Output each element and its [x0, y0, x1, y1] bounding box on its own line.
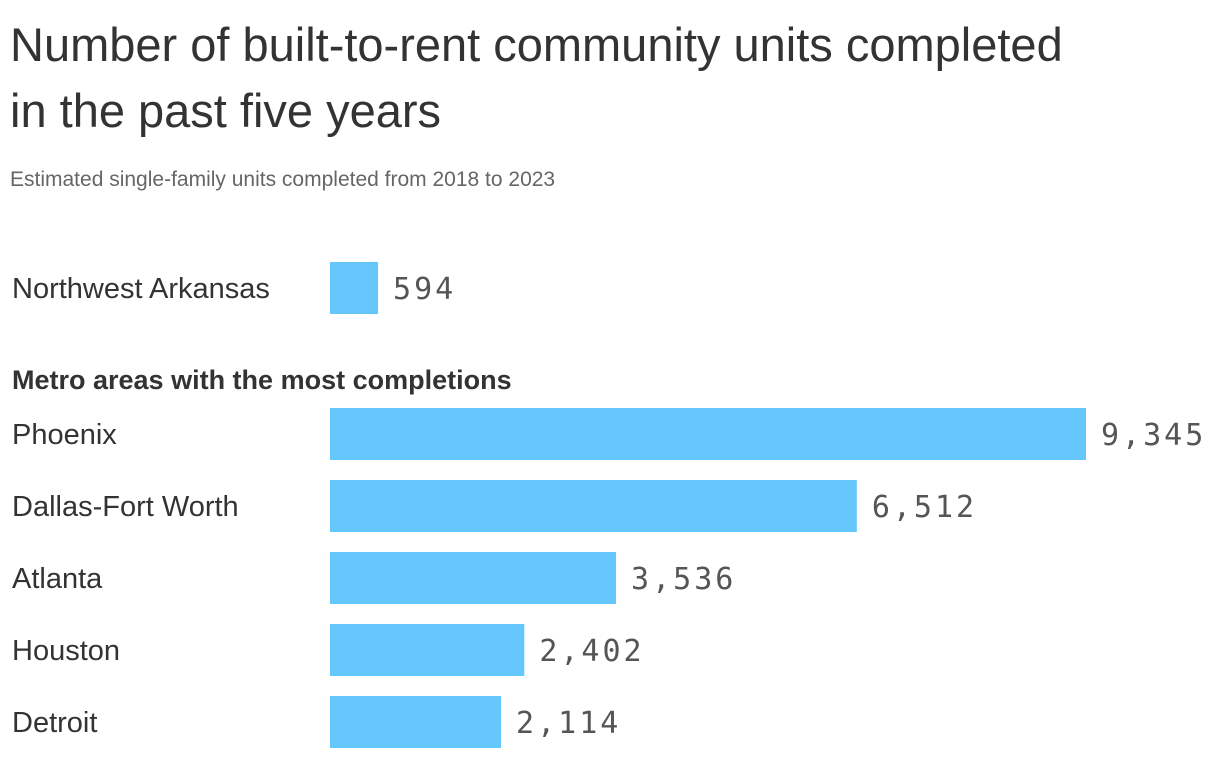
category-label-detroit: Detroit [12, 707, 97, 739]
value-label-houston: 2,402 [539, 634, 644, 669]
bar-houston [330, 624, 525, 676]
bar-atlanta [330, 552, 617, 604]
bar-phoenix [330, 408, 1086, 460]
group-header-metro: Metro areas with the most completions [12, 365, 512, 395]
chart-title: Number of built-to-rent community units … [10, 18, 1063, 137]
category-label-atlanta: Atlanta [12, 563, 103, 595]
category-label-houston: Houston [12, 635, 120, 667]
bar-northwest-arkansas [330, 262, 379, 314]
value-label-detroit: 2,114 [516, 706, 621, 741]
category-label-northwest-arkansas: Northwest Arkansas [12, 273, 270, 305]
value-label-atlanta: 3,536 [631, 562, 736, 597]
chart-subtitle: Estimated single-family units completed … [10, 168, 556, 191]
bar-dallas-fort-worth [330, 480, 857, 532]
category-label-dallas-fort-worth: Dallas-Fort Worth [12, 491, 239, 523]
bar-detroit [330, 696, 502, 748]
value-label-northwest-arkansas: 594 [393, 272, 456, 307]
category-label-phoenix: Phoenix [12, 419, 117, 451]
value-label-phoenix: 9,345 [1101, 418, 1206, 453]
value-label-dallas-fort-worth: 6,512 [872, 490, 977, 525]
